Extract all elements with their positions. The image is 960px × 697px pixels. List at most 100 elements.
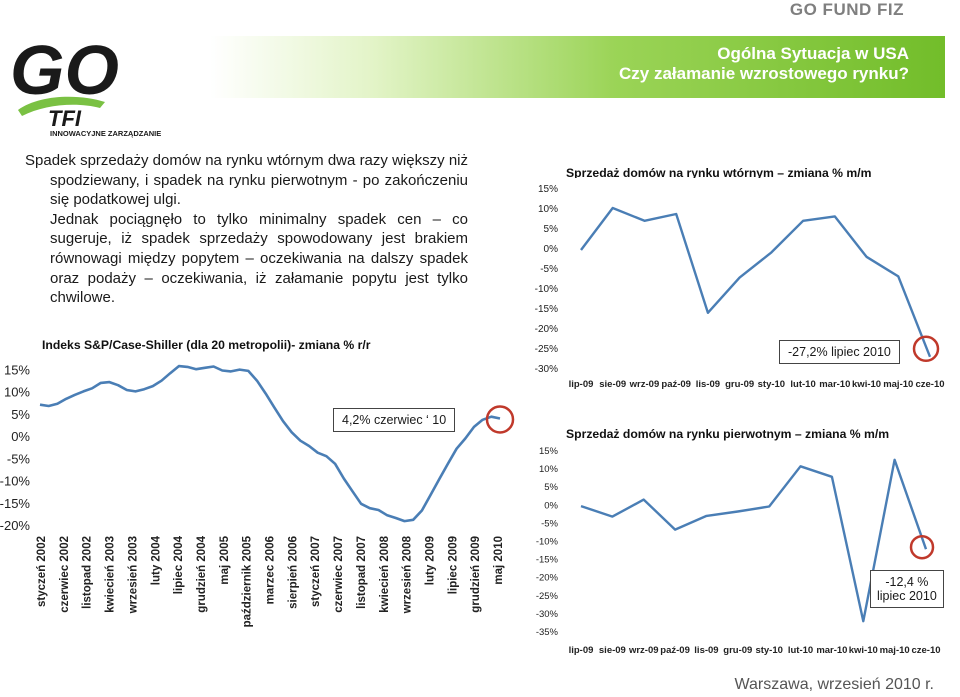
logo-main-text: GO	[10, 32, 119, 109]
new-sales-callout-value: -12,4 %	[885, 575, 929, 589]
y-tick-label: 0%	[544, 500, 558, 511]
y-tick-label: 10%	[4, 385, 30, 400]
go-tfi-logo: GO TFI INNOWACYJNE ZARZĄDZANIE	[10, 32, 161, 138]
x-tick-label: paź-09	[660, 645, 690, 656]
logo-sub-text: TFI	[48, 106, 82, 131]
highlight-circle	[912, 335, 940, 363]
footer-date: Warszawa, wrzesień 2010 r.	[734, 676, 934, 693]
logo-swoosh	[18, 96, 105, 116]
x-tick-label: kwiecień 2003	[105, 536, 117, 613]
y-tick-label: -10%	[535, 284, 558, 295]
x-tick-label: sie-09	[599, 379, 626, 390]
y-tick-label: 0%	[11, 429, 30, 444]
x-tick-label: luty 2009	[424, 536, 436, 585]
series-line	[580, 206, 932, 358]
x-tick-label: czerwiec 2002	[59, 536, 71, 613]
existing-sales-chart-title: Sprzedaż domów na rynku wtórnym – zmiana…	[566, 166, 872, 180]
x-tick-label: lipiec 2004	[173, 535, 185, 594]
x-tick-label: lip-09	[569, 379, 594, 390]
y-tick-label: -30%	[535, 364, 558, 375]
x-tick-label: lis-09	[696, 379, 720, 390]
case-shiller-callout: 4,2% czerwiec ‘ 10	[333, 408, 456, 432]
x-tick-label: czerwiec 2007	[333, 536, 345, 613]
x-tick-label: maj 2010	[493, 536, 505, 585]
case-shiller-chart-title: Indeks S&P/Case-Shiller (dla 20 metropol…	[42, 338, 371, 352]
brand-label: GO FUND FIZ	[789, 0, 904, 19]
existing-sales-chart: 15% 10% 5% 0% -5% -10% -15% -20% -25% -30% lip-09 s…	[535, 184, 945, 390]
x-tick-label: wrz-09	[629, 379, 660, 390]
x-tick-label: marzec 2006	[265, 536, 277, 604]
y-tick-label: 10%	[538, 204, 558, 215]
x-tick-label: lipiec 2009	[447, 536, 459, 594]
y-tick-label: -5%	[541, 518, 558, 529]
new-sales-callout: -12,4 % lipiec 2010	[870, 570, 944, 608]
highlight-circle	[909, 534, 935, 560]
y-tick-label: -15%	[536, 555, 559, 566]
series-line	[580, 458, 928, 623]
x-tick-label: listopad 2007	[356, 536, 368, 609]
x-tick-label: styczeń 2002	[36, 536, 48, 607]
y-tick-label: -20%	[0, 518, 30, 533]
x-tick-label: styczeń 2007	[310, 536, 322, 607]
x-tick-label: gru-09	[725, 379, 754, 390]
y-tick-label: 10%	[539, 464, 559, 475]
x-tick-label: luty 2004	[150, 535, 162, 585]
x-tick-label: mar-10	[819, 379, 850, 390]
intro-paragraph-1: Spadek sprzedaży domów na rynku wtórnym …	[25, 152, 468, 209]
x-tick-label: listopad 2002	[82, 536, 94, 609]
highlight-circle	[485, 405, 515, 434]
x-tick-label: sty-10	[755, 645, 782, 656]
x-tick-label: sie-09	[599, 645, 626, 656]
title-banner: Ogólna Sytuacja w USA Czy załamanie wzro…	[210, 36, 945, 98]
y-tick-label: -20%	[535, 324, 558, 335]
y-tick-label: -15%	[0, 496, 30, 511]
x-tick-label: kwi-10	[849, 645, 878, 656]
y-tick-label: -30%	[536, 609, 559, 620]
x-tick-label: wrzesień 2008	[402, 535, 414, 614]
existing-sales-callout: -27,2% lipiec 2010	[779, 340, 900, 364]
y-tick-label: -20%	[536, 573, 559, 584]
x-tick-label: cze-10	[911, 645, 940, 656]
x-tick-label: kwiecień 2008	[379, 535, 391, 612]
x-tick-label: lip-09	[569, 645, 594, 656]
y-tick-label: -15%	[535, 304, 558, 315]
x-tick-label: kwi-10	[852, 379, 881, 390]
new-sales-chart: 15% 10% 5% 0% -5% -10% -15% -20% -25% -30% -35% lip…	[536, 446, 941, 656]
x-tick-label: lis-09	[694, 645, 718, 656]
x-tick-label: cze-10	[915, 379, 944, 390]
y-tick-label: -10%	[0, 474, 30, 489]
x-tick-label: sty-10	[758, 379, 785, 390]
x-tick-label: sierpień 2006	[287, 536, 299, 609]
x-tick-label: gru-09	[723, 645, 752, 656]
intro-paragraph-2: Jednak pociągnęło to tylko minimalny spa…	[50, 210, 468, 307]
x-tick-label: lut-10	[790, 379, 815, 390]
new-sales-callout-date: lipiec 2010	[877, 589, 937, 603]
y-tick-label: 15%	[539, 446, 559, 457]
x-tick-label: maj-10	[880, 645, 910, 656]
y-tick-label: -25%	[536, 591, 559, 602]
y-tick-label: -35%	[536, 627, 559, 638]
x-tick-label: grudzień 2009	[470, 536, 482, 613]
y-tick-label: -5%	[540, 264, 558, 275]
new-sales-chart-title: Sprzedaż domów na rynku pierwotnym – zmi…	[566, 427, 890, 441]
intro-text: Spadek sprzedaży domów na rynku wtórnym …	[25, 151, 468, 308]
series-line	[39, 364, 501, 523]
y-tick-label: 0%	[544, 244, 559, 255]
x-tick-label: wrz-09	[628, 645, 659, 656]
y-tick-label: 15%	[538, 184, 558, 195]
case-shiller-chart: 15% 10% 5% 0% -5% -10% -15% -20% styczeń 2002 cze…	[0, 363, 515, 627]
page-subtitle: Czy załamanie wzrostowego rynku?	[618, 64, 909, 83]
x-tick-label: grudzień 2004	[196, 535, 208, 612]
y-tick-label: 5%	[544, 482, 558, 493]
x-tick-label: lut-10	[788, 645, 813, 656]
x-tick-label: paź-09	[661, 379, 691, 390]
y-tick-label: -25%	[535, 344, 558, 355]
x-tick-label: mar-10	[816, 645, 847, 656]
page-title: Ogólna Sytuacja w USA	[717, 44, 909, 63]
x-tick-label: maj-10	[883, 379, 913, 390]
x-tick-label: październik 2005	[242, 535, 254, 627]
x-tick-label: wrzesień 2003	[127, 536, 139, 614]
y-tick-label: -5%	[7, 451, 31, 466]
x-tick-label: maj 2005	[219, 535, 231, 584]
y-tick-label: 5%	[11, 407, 30, 422]
